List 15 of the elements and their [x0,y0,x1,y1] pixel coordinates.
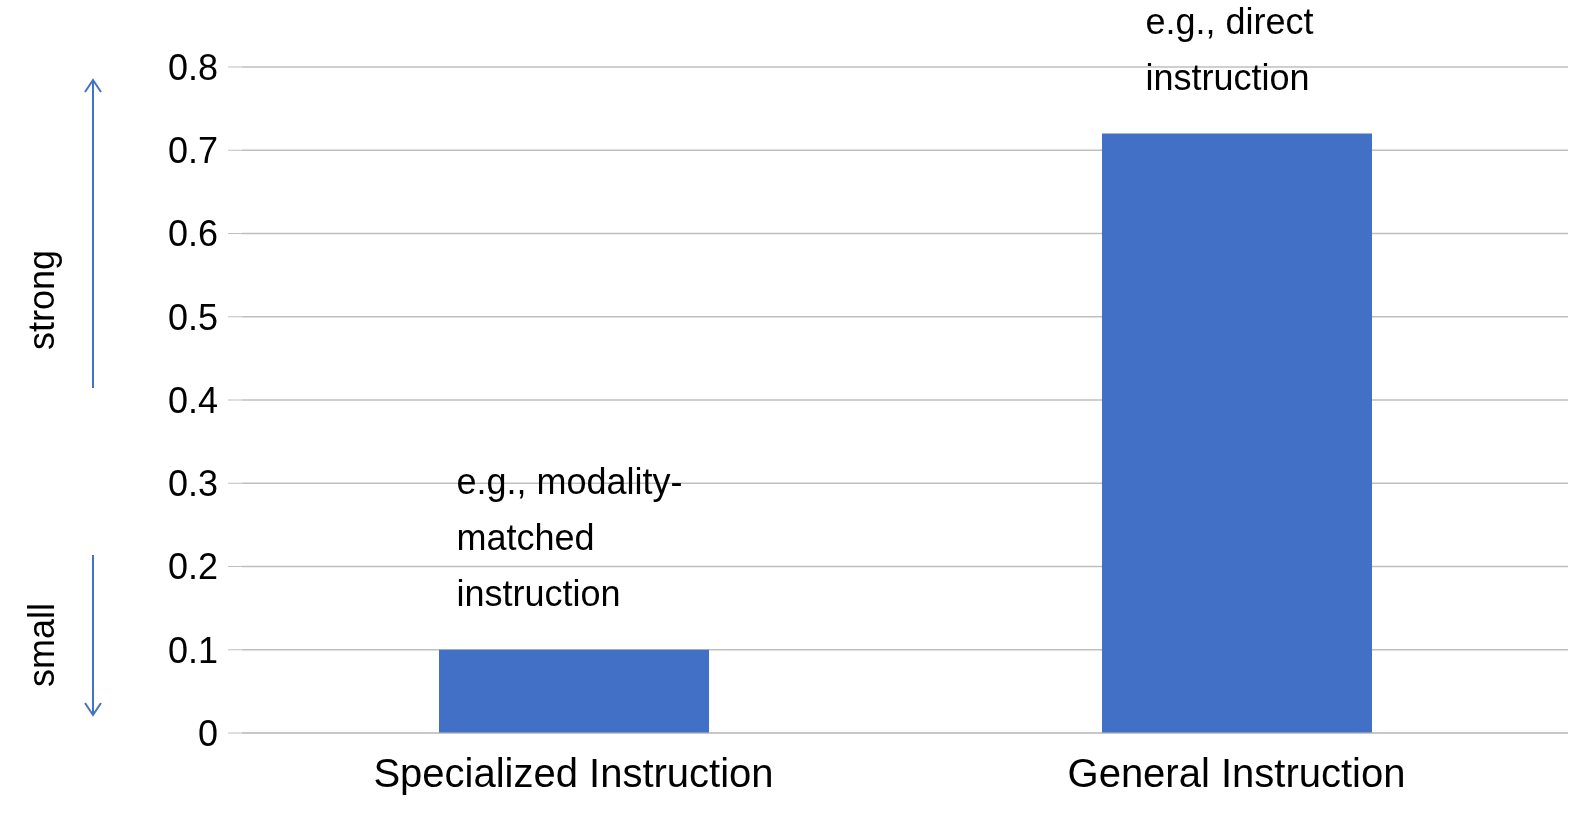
y-tick-label: 0.7 [167,130,218,172]
x-tick-label: Specialized Instruction [373,751,774,796]
x-tick-label: General Instruction [1067,751,1406,796]
text: small [21,602,63,688]
y-tick-label: 0.5 [167,296,218,338]
y-tick-label: 0.2 [167,546,218,588]
annotation: e.g., direct instruction [1145,0,1315,100]
y-tick-label: 0 [197,712,218,754]
y-tick-label: 0.8 [167,46,218,88]
y-tick-label: 0.1 [167,629,218,671]
y-tick-label: 0.4 [167,379,218,421]
y-tick-label: 0.6 [167,213,218,255]
text: strong [21,249,63,351]
annotation: e.g., modality-matched instruction [456,459,684,616]
y-tick-label: 0.3 [167,463,218,505]
